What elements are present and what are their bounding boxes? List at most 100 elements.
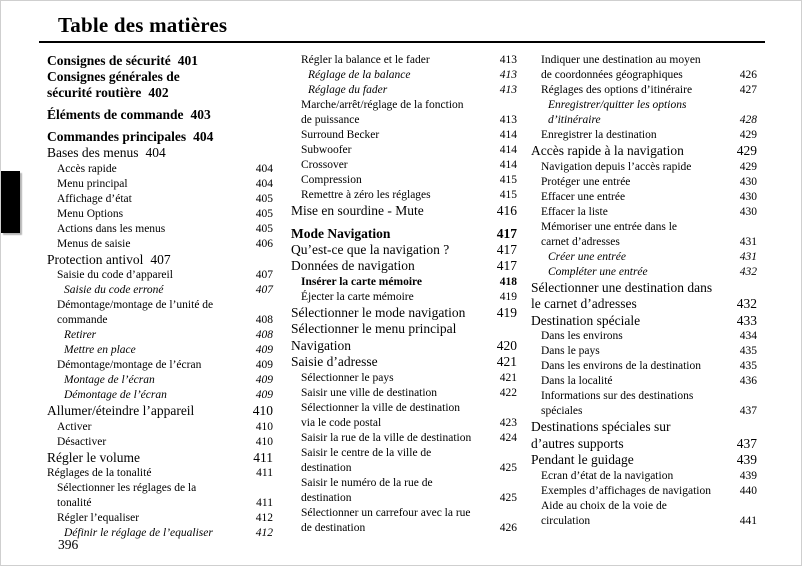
toc-entry-page-number: 416 — [496, 203, 517, 218]
toc-entry: Mémoriser une entrée dans le carnet d’ad… — [531, 220, 757, 250]
toc-entry: Qu’est-ce que la navigation ? 417 — [291, 242, 517, 259]
toc-entry-title: Informations sur des destinations spécia… — [541, 390, 694, 417]
toc-entry-page-number: 430 — [739, 190, 757, 203]
toc-entry: Mise en sourdine - Mute 416 — [291, 203, 517, 220]
toc-entry: Retirer 408 — [47, 328, 273, 343]
toc-entry: Surround Becker 414 — [291, 128, 517, 143]
toc-entry-title: Mise en sourdine - Mute — [291, 203, 424, 218]
toc-column-3: Indiquer une destination au moyen de coo… — [531, 53, 757, 541]
toc-entry: Subwoofer 414 — [291, 143, 517, 158]
toc-entry-page-number: 404 — [145, 145, 166, 160]
chapter-tab-marker — [1, 171, 20, 233]
toc-entry-page-number: 401 — [177, 53, 198, 68]
toc-entry-page-number: 414 — [499, 129, 517, 141]
toc-entry-page-number: 431 — [739, 235, 757, 248]
toc-entry-title: Démontage de l’écran — [64, 389, 167, 401]
toc-entry-page-number: 421 — [499, 371, 517, 384]
toc-entry: Sélectionner un carrefour avec la rue de… — [291, 506, 517, 536]
toc-entry: Désactiver 410 — [47, 435, 273, 450]
toc-entry-title: Compression — [301, 174, 362, 186]
toc-entry-page-number: 430 — [739, 205, 757, 218]
toc-entry: Navigation depuis l’accès rapide 429 — [531, 160, 757, 175]
toc-entry-page-number: 432 — [739, 265, 757, 278]
toc-entry-page-number: 425 — [499, 491, 517, 504]
toc-column-1: Consignes de sécurité 401 Consignes généra… — [47, 53, 273, 541]
toc-entry-title: Accès rapide à la navigation — [531, 143, 684, 158]
toc-entry-page-number: 407 — [255, 284, 273, 296]
toc-entry-page-number: 419 — [496, 304, 517, 320]
toc-entry-title: Effacer la liste — [541, 205, 608, 218]
toc-entry: Saisie d’adresse 421 — [291, 354, 517, 371]
toc-entry-page-number: 413 — [499, 54, 517, 66]
toc-entry-page-number: 409 — [255, 344, 273, 356]
toc-entry-page-number: 405 — [255, 192, 273, 205]
toc-entry: Dans la localité 436 — [531, 374, 757, 389]
toc-entry: Informations sur des destinations spécia… — [531, 389, 757, 419]
toc-entry-title: Commandes principales — [47, 129, 187, 144]
toc-entry-page-number: 410 — [255, 435, 273, 448]
toc-entry-title: Régler l’equaliser — [57, 512, 140, 524]
toc-entry-title: Sélectionner le menu principal Navigatio… — [291, 321, 457, 353]
toc-entry-page-number: 409 — [255, 389, 273, 401]
toc-entry-title: Montage de l’écran — [64, 374, 155, 386]
toc-entry-page-number: 411 — [256, 497, 273, 509]
toc-entry-page-number: 403 — [190, 107, 211, 122]
toc-entry-page-number: 439 — [736, 452, 757, 467]
toc-entry-page-number: 431 — [739, 250, 757, 263]
toc-entry: Ecran d’état de la navigation 439 — [531, 469, 757, 484]
toc-entry-title: Éléments de commande — [47, 107, 184, 122]
toc-entry-title: Enregistrer la destination — [541, 129, 657, 141]
toc-entry-page-number: 435 — [739, 345, 757, 357]
toc-entry-page-number: 428 — [739, 114, 757, 126]
toc-entry-page-number: 417 — [496, 241, 517, 257]
toc-entry: Saisir le centre de la ville de destinat… — [291, 446, 517, 476]
toc-entry-page-number: 413 — [499, 84, 517, 96]
toc-entry: Consignes générales de sécurité routière… — [47, 69, 273, 101]
toc-entry-title: Démontage/montage de l’unité de commande — [57, 299, 214, 326]
toc-entry-page-number: 412 — [255, 512, 273, 524]
toc-entry-title: Saisir une ville de destination — [301, 386, 438, 399]
toc-entry-page-number: 435 — [739, 360, 757, 372]
toc-entry: Commandes principales 404 — [47, 129, 273, 145]
toc-entry-title: Compléter une entrée — [548, 265, 648, 278]
toc-entry: Démontage/montage de l’écran 409 — [47, 358, 273, 373]
toc-entry: Accès rapide à la navigation 429 — [531, 143, 757, 160]
toc-entry: Allumer/éteindre l’appareil 410 — [47, 403, 273, 420]
toc-entry: Remettre à zéro les réglages 415 — [291, 188, 517, 203]
toc-entry-page-number: 439 — [739, 469, 757, 482]
toc-entry: Données de navigation 417 — [291, 258, 517, 275]
toc-entry: Exemples d’affichages de navigation 440 — [531, 484, 757, 499]
toc-entry: Régler la balance et le fader 413 — [291, 53, 517, 68]
toc-entry: Éjecter la carte mémoire 419 — [291, 290, 517, 305]
toc-entry-title: Saisir le numéro de la rue de destinatio… — [301, 476, 433, 504]
toc-entry-page-number: 436 — [739, 375, 757, 387]
toc-entry-page-number: 437 — [736, 435, 757, 451]
toc-entry-page-number: 429 — [739, 129, 757, 141]
toc-entry-page-number: 415 — [499, 189, 517, 201]
toc-entry-title: Saisie du code erroné — [64, 284, 164, 296]
toc-entry-title: Activer — [57, 420, 92, 433]
toc-entry: Saisie du code d’appareil 407 — [47, 268, 273, 283]
page-number-footer: 396 — [58, 537, 79, 552]
toc-entry-title: Accès rapide — [57, 162, 117, 175]
toc-entry-title: Protéger une entrée — [541, 175, 631, 188]
toc-entry-title: Sélectionner les réglages de la tonalité — [57, 482, 197, 509]
toc-entry: Mode Navigation 417 — [291, 226, 517, 242]
toc-entry: Régler le volume 411 — [47, 450, 273, 467]
toc-entry: Effacer la liste 430 — [531, 205, 757, 220]
toc-entry-title: Indiquer une destination au moyen de coo… — [541, 54, 701, 81]
toc-entry-page-number: 411 — [256, 467, 273, 479]
toc-entry-page-number: 408 — [255, 329, 273, 341]
toc-entry-page-number: 413 — [499, 69, 517, 81]
toc-entry: Sélectionner la ville de destination via… — [291, 401, 517, 431]
toc-entry-page-number: 440 — [739, 484, 757, 497]
toc-entry-title: Mode Navigation — [291, 225, 391, 241]
toc-entry: Démontage/montage de l’unité de commande… — [47, 298, 273, 328]
toc-entry: Mettre en place 409 — [47, 343, 273, 358]
toc-entry-title: Effacer une entrée — [541, 190, 626, 203]
title-rule — [39, 41, 765, 43]
toc-entry-title: Actions dans les menus — [57, 222, 166, 235]
toc-entry: Sélectionner les réglages de la tonalité… — [47, 481, 273, 511]
toc-entry: Pendant le guidage 439 — [531, 452, 757, 469]
toc-entry-title: Menu Options — [57, 207, 124, 220]
